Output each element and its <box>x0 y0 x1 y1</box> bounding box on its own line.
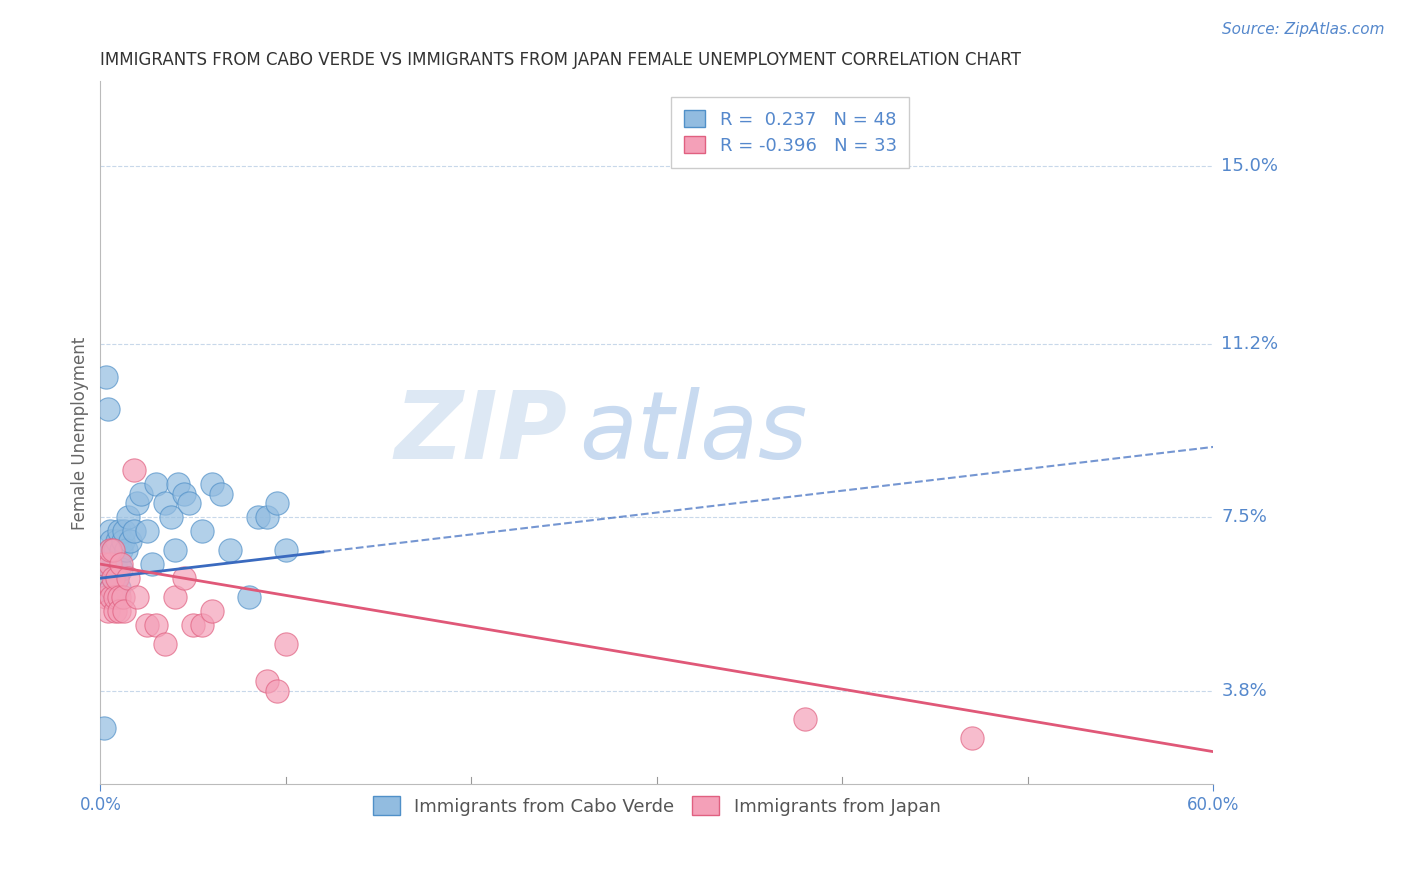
Point <box>163 590 186 604</box>
Point <box>122 524 145 539</box>
Point <box>108 590 131 604</box>
Point <box>159 510 181 524</box>
Text: 3.8%: 3.8% <box>1222 681 1267 699</box>
Point <box>246 510 269 524</box>
Point <box>97 604 120 618</box>
Text: atlas: atlas <box>579 387 807 478</box>
Point <box>108 581 131 595</box>
Point <box>219 543 242 558</box>
Point <box>256 510 278 524</box>
Point <box>108 557 131 571</box>
Point <box>103 543 125 558</box>
Point <box>103 590 125 604</box>
Point <box>191 618 214 632</box>
Point <box>98 543 121 558</box>
Point <box>94 369 117 384</box>
Point <box>104 543 127 558</box>
Point <box>209 487 232 501</box>
Point <box>155 496 177 510</box>
Point <box>93 557 115 571</box>
Point <box>104 557 127 571</box>
Point <box>794 712 817 726</box>
Legend: Immigrants from Cabo Verde, Immigrants from Japan: Immigrants from Cabo Verde, Immigrants f… <box>364 788 950 824</box>
Point <box>100 590 122 604</box>
Point <box>266 683 288 698</box>
Point <box>94 590 117 604</box>
Point <box>191 524 214 539</box>
Text: Source: ZipAtlas.com: Source: ZipAtlas.com <box>1222 22 1385 37</box>
Point <box>93 721 115 735</box>
Point <box>145 618 167 632</box>
Point <box>141 557 163 571</box>
Point <box>256 674 278 689</box>
Point <box>105 533 128 548</box>
Point <box>114 524 136 539</box>
Point <box>114 604 136 618</box>
Point <box>115 543 138 558</box>
Point <box>274 637 297 651</box>
Point <box>173 571 195 585</box>
Point <box>108 604 131 618</box>
Point <box>103 543 125 558</box>
Point <box>110 543 132 558</box>
Point <box>117 571 139 585</box>
Point <box>105 571 128 585</box>
Point <box>127 590 149 604</box>
Point <box>155 637 177 651</box>
Point <box>181 618 204 632</box>
Point <box>127 496 149 510</box>
Point <box>129 487 152 501</box>
Point <box>100 581 122 595</box>
Point <box>117 510 139 524</box>
Point <box>135 618 157 632</box>
Point <box>104 581 127 595</box>
Point <box>103 571 125 585</box>
Text: ZIP: ZIP <box>395 387 568 479</box>
Point <box>104 604 127 618</box>
Point <box>110 557 132 571</box>
Point <box>103 571 125 585</box>
Point <box>122 463 145 477</box>
Text: 11.2%: 11.2% <box>1222 334 1278 353</box>
Point <box>274 543 297 558</box>
Point <box>179 496 201 510</box>
Point <box>97 402 120 417</box>
Point <box>201 477 224 491</box>
Point <box>98 524 121 539</box>
Point <box>93 557 115 571</box>
Point <box>167 477 190 491</box>
Text: IMMIGRANTS FROM CABO VERDE VS IMMIGRANTS FROM JAPAN FEMALE UNEMPLOYMENT CORRELAT: IMMIGRANTS FROM CABO VERDE VS IMMIGRANTS… <box>100 51 1021 69</box>
Point <box>100 581 122 595</box>
Y-axis label: Female Unemployment: Female Unemployment <box>72 336 89 530</box>
Point <box>266 496 288 510</box>
Point <box>173 487 195 501</box>
Point <box>100 533 122 548</box>
Point <box>960 731 983 745</box>
Point <box>238 590 260 604</box>
Point <box>105 571 128 585</box>
Point <box>98 557 121 571</box>
Point <box>111 590 134 604</box>
Point <box>104 590 127 604</box>
Point <box>135 524 157 539</box>
Point <box>110 562 132 576</box>
Point <box>145 477 167 491</box>
Text: 15.0%: 15.0% <box>1222 157 1278 175</box>
Point <box>163 543 186 558</box>
Point <box>111 533 134 548</box>
Point <box>118 533 141 548</box>
Point <box>98 543 121 558</box>
Text: 7.5%: 7.5% <box>1222 508 1267 526</box>
Point <box>201 604 224 618</box>
Point <box>100 562 122 576</box>
Point <box>108 524 131 539</box>
